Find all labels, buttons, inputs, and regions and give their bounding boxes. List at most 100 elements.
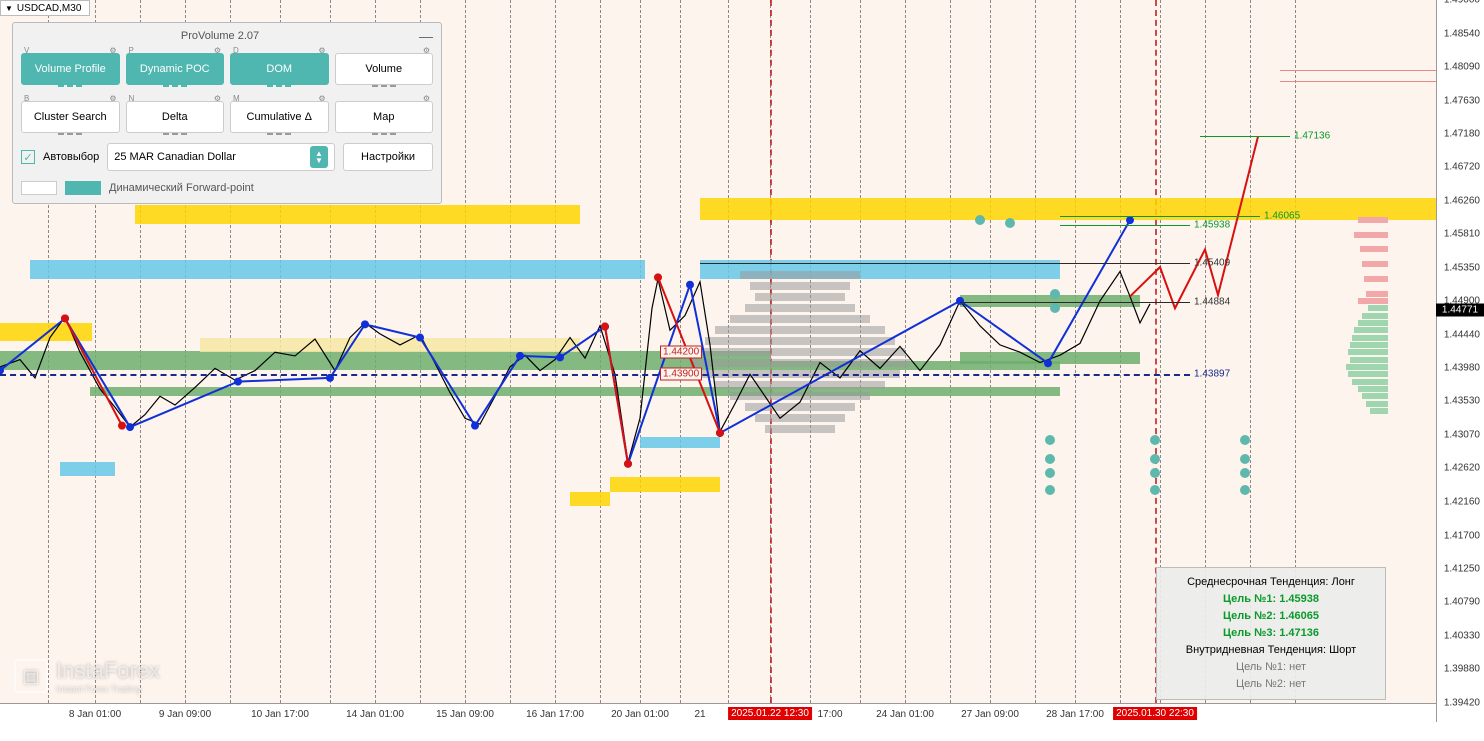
instaforex-icon: ▣ xyxy=(14,659,48,693)
target-3: Цель №3: 1.47136 xyxy=(1165,625,1377,642)
depth-bar xyxy=(1368,305,1388,311)
depth-bar xyxy=(1370,408,1388,414)
panel-title: ProVolume 2.07 xyxy=(21,30,419,42)
y-tick: 1.48540 xyxy=(1444,28,1480,39)
x-tick: 15 Jan 09:00 xyxy=(436,709,494,720)
trend-intraday-label: Внутридневная Тенденция: Шорт xyxy=(1165,642,1377,659)
level-line xyxy=(1060,225,1190,226)
depth-bar xyxy=(1350,342,1388,348)
level-label: 1.45938 xyxy=(1194,219,1230,230)
marker-dot xyxy=(1150,468,1160,478)
level-label: 1.43897 xyxy=(1194,369,1230,380)
y-tick: 1.41700 xyxy=(1444,530,1480,541)
instrument-select[interactable]: 25 MAR Canadian Dollar ▲▼ xyxy=(107,143,335,171)
marker-dot xyxy=(975,215,985,225)
swatch-off xyxy=(21,181,57,195)
price-box: 1.43900 xyxy=(660,368,702,381)
marker-dot xyxy=(1050,289,1060,299)
y-tick: 1.47630 xyxy=(1444,95,1480,106)
marker-dot xyxy=(1005,218,1015,228)
x-tick: 16 Jan 17:00 xyxy=(526,709,584,720)
marker-dot xyxy=(1150,454,1160,464)
x-tick: 28 Jan 17:00 xyxy=(1046,709,1104,720)
marker-dot xyxy=(1045,468,1055,478)
depth-bar xyxy=(1364,276,1388,282)
y-tick: 1.39880 xyxy=(1444,664,1480,675)
x-tick: 24 Jan 01:00 xyxy=(876,709,934,720)
marker-dot xyxy=(1240,435,1250,445)
instrument-value: 25 MAR Canadian Dollar xyxy=(114,151,236,163)
price-box: 1.44200 xyxy=(660,346,702,359)
select-arrows-icon: ▲▼ xyxy=(310,146,328,168)
y-tick: 1.48090 xyxy=(1444,61,1480,72)
depth-bar xyxy=(1358,217,1388,223)
tool-cluster-search[interactable]: B⚙Cluster Search xyxy=(21,101,120,133)
x-tick: 2025.01.22 12:30 xyxy=(728,707,812,720)
marker-dot xyxy=(1045,485,1055,495)
depth-bar xyxy=(1358,386,1388,392)
depth-bar xyxy=(1360,246,1388,252)
minimize-icon[interactable]: — xyxy=(419,28,433,44)
y-tick: 1.39420 xyxy=(1444,698,1480,709)
y-tick: 1.42160 xyxy=(1444,496,1480,507)
watermark-sub: Instant Forex Trading xyxy=(56,684,160,694)
y-tick: 1.41250 xyxy=(1444,563,1480,574)
settings-label: Настройки xyxy=(361,151,415,163)
symbol-selector[interactable]: ▼ USDCAD,M30 xyxy=(0,0,90,16)
level-label: 1.46065 xyxy=(1264,210,1300,221)
marker-dot xyxy=(1240,454,1250,464)
y-axis: 1.49000 1.48540 1.48090 1.47630 1.47180 1.467… xyxy=(1436,0,1484,722)
y-tick: 1.40330 xyxy=(1444,631,1480,642)
level-line xyxy=(1060,216,1260,217)
y-tick: 1.45350 xyxy=(1444,262,1480,273)
level-line xyxy=(1280,70,1436,71)
tool-dom[interactable]: D⚙DOM xyxy=(230,53,329,85)
depth-bar xyxy=(1348,349,1388,355)
watermark-brand: InstaForex xyxy=(56,658,160,683)
target-1: Цель №1: 1.45938 xyxy=(1165,591,1377,608)
tool-delta[interactable]: N⚙Delta xyxy=(126,101,225,133)
y-tick: 1.43530 xyxy=(1444,396,1480,407)
y-tick: 1.47180 xyxy=(1444,128,1480,139)
depth-bar xyxy=(1352,335,1388,341)
x-tick: 20 Jan 01:00 xyxy=(611,709,669,720)
x-tick: 2025.01.30 22:30 xyxy=(1113,707,1197,720)
short-target-2: Цель №2: нет xyxy=(1165,676,1377,693)
y-tick: 1.46720 xyxy=(1444,162,1480,173)
depth-bar xyxy=(1358,320,1388,326)
targets-info-box: Среднесрочная Тенденция: Лонг Цель №1: 1… xyxy=(1156,567,1386,700)
target-2: Цель №2: 1.46065 xyxy=(1165,608,1377,625)
settings-button[interactable]: Настройки xyxy=(343,143,433,171)
level-label: 1.45409 xyxy=(1194,258,1230,269)
tool-map[interactable]: ⚙Map xyxy=(335,101,434,133)
x-tick: 27 Jan 09:00 xyxy=(961,709,1019,720)
provolume-panel: ProVolume 2.07 — V⚙Volume ProfileP⚙Dynam… xyxy=(12,22,442,204)
level-line xyxy=(1280,81,1436,82)
level-label: 1.44884 xyxy=(1194,297,1230,308)
depth-bar xyxy=(1366,401,1388,407)
level-line xyxy=(0,374,1190,376)
y-tick: 1.40790 xyxy=(1444,597,1480,608)
level-label: 1.47136 xyxy=(1294,131,1330,142)
tool-cumulative-[interactable]: M⚙Cumulative Δ xyxy=(230,101,329,133)
swatch-on xyxy=(65,181,101,195)
marker-dot xyxy=(1240,468,1250,478)
x-tick: 14 Jan 01:00 xyxy=(346,709,404,720)
y-tick: 1.49000 xyxy=(1444,0,1480,6)
depth-bar xyxy=(1354,232,1388,238)
depth-bar xyxy=(1366,291,1388,297)
marker-dot xyxy=(1150,435,1160,445)
y-tick: 1.43980 xyxy=(1444,363,1480,374)
tool-volume-profile[interactable]: V⚙Volume Profile xyxy=(21,53,120,85)
tool-dynamic-poc[interactable]: P⚙Dynamic POC xyxy=(126,53,225,85)
autoselect-checkbox[interactable]: ✓ xyxy=(21,150,35,164)
x-tick: 17:00 xyxy=(817,709,842,720)
x-axis: 8 Jan 01:009 Jan 09:0010 Jan 17:0014 Jan… xyxy=(0,703,1436,722)
y-tick: 1.42620 xyxy=(1444,463,1480,474)
depth-bar xyxy=(1362,313,1388,319)
depth-bar xyxy=(1350,357,1388,363)
level-line xyxy=(1200,136,1290,137)
tool-volume[interactable]: ⚙Volume xyxy=(335,53,434,85)
trend-mid-label: Среднесрочная Тенденция: Лонг xyxy=(1165,574,1377,591)
x-tick: 9 Jan 09:00 xyxy=(159,709,211,720)
